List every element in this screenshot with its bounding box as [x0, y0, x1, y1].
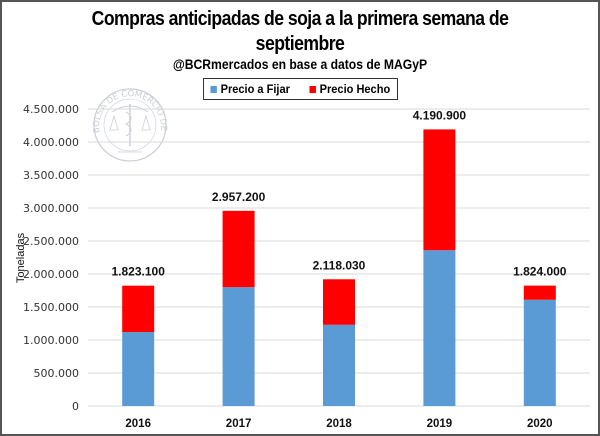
data-label-total: 1.823.100: [112, 265, 166, 279]
chart-title-line-1: Compras anticipadas de soja a la primera…: [91, 8, 509, 30]
legend-label-precio-hecho: Precio Hecho: [319, 82, 391, 96]
bar-precio-a-fijar-2020: [523, 299, 556, 406]
bar-precio-a-fijar-2018: [323, 324, 355, 406]
x-tick-label: 2017: [226, 418, 252, 430]
bar-precio-hecho-2018: [323, 279, 355, 325]
bar-precio-hecho-2016: [122, 285, 155, 333]
bar-precio-a-fijar-2019: [423, 250, 456, 406]
y-axis-label: Toneladas: [15, 232, 27, 283]
y-tick-label: 4.500.000: [23, 103, 79, 116]
y-tick-label: 500.000: [34, 367, 80, 380]
legend-swatch-precio-a-fijar: [210, 85, 218, 93]
bar-precio-hecho-2020: [523, 285, 556, 300]
x-tick-label: 2018: [326, 418, 352, 430]
y-tick-label: 1.000.000: [23, 334, 79, 347]
data-label-total: 2.118.030: [313, 258, 366, 272]
y-tick-label: 4.000.000: [23, 136, 79, 149]
y-tick-label: 1.500.000: [23, 301, 79, 314]
legend: Precio a Fijar Precio Hecho: [203, 78, 398, 100]
bar-precio-hecho-2019: [423, 129, 456, 251]
chart-title-line-2: septiembre: [255, 33, 345, 55]
x-tick-label: 2016: [125, 418, 151, 430]
legend-swatch-precio-hecho: [309, 85, 316, 93]
data-label-total: 4.190.900: [413, 108, 467, 122]
y-tick-label: 3.500.000: [23, 169, 79, 182]
data-label-total: 2.957.200: [212, 190, 266, 204]
legend-item-precio-a-fijar: Precio a Fijar: [210, 82, 291, 96]
bar-precio-hecho-2017: [222, 210, 255, 288]
x-tick-label: 2020: [527, 418, 553, 430]
y-tick-label: 2.500.000: [23, 235, 79, 248]
bar-precio-a-fijar-2016: [122, 332, 155, 406]
legend-label-precio-a-fijar: Precio a Fijar: [221, 82, 291, 96]
y-tick-label: 2.000.000: [23, 268, 79, 281]
data-label-total: 1.824.000: [513, 265, 567, 279]
legend-item-precio-hecho: Precio Hecho: [309, 82, 390, 96]
bar-precio-a-fijar-2017: [222, 287, 255, 406]
x-tick-label: 2019: [427, 418, 453, 430]
chart-subtitle: @BCRmercados en base a datos de MAGyP: [172, 57, 428, 72]
y-tick-label: 3.000.000: [23, 202, 79, 215]
y-tick-label: 0: [72, 400, 79, 413]
